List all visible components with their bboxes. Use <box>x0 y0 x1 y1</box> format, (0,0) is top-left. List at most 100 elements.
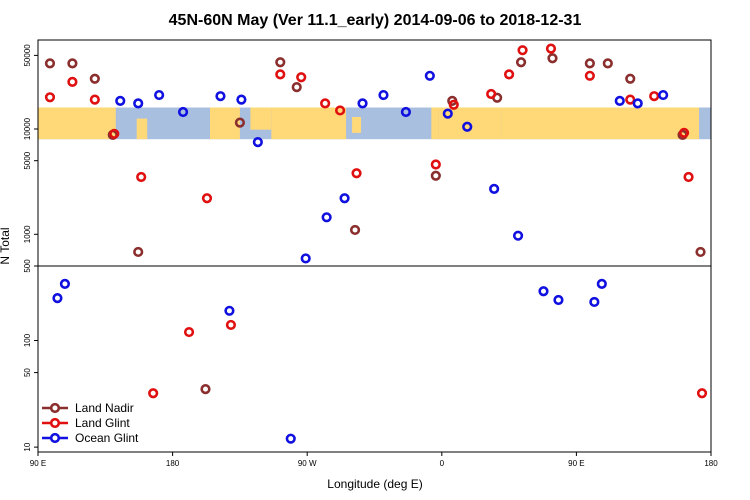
land-nadir-point <box>200 384 211 395</box>
legend-marker-land-nadir <box>49 402 61 414</box>
land-glint-point <box>678 127 690 138</box>
land-nadir-point <box>44 58 56 69</box>
land-glint-point <box>148 388 159 399</box>
chart-title: 45N-60N May (Ver 11.1_early) 2014-09-06 … <box>169 12 582 29</box>
land-glint-point <box>351 168 362 179</box>
land-mass <box>250 107 272 130</box>
land-nadir-point <box>547 53 558 64</box>
land-nadir-point <box>275 57 286 68</box>
x-tick-label: 90 E <box>568 459 584 468</box>
land-mass <box>136 118 148 140</box>
land-glint-point <box>448 99 459 110</box>
legend-marker-land-glint <box>49 417 61 429</box>
y-tick-label: 10 <box>23 442 32 451</box>
ocean-glint-point <box>462 121 473 132</box>
land-glint-point <box>44 92 56 103</box>
x-tick-label: 180 <box>166 459 180 468</box>
x-tick-label: 90 E <box>30 459 46 468</box>
ocean-glint-point <box>133 98 144 109</box>
ocean-glint-point <box>236 94 247 105</box>
land-glint-point <box>89 94 100 105</box>
land-nadir-point <box>291 81 302 93</box>
land-glint-point <box>225 319 237 331</box>
land-glint-point <box>517 45 528 56</box>
land-glint-point <box>335 105 346 116</box>
ocean-glint-point <box>52 292 63 304</box>
land-mass <box>352 117 362 133</box>
land-glint-point <box>696 388 708 399</box>
ocean-glint-point <box>512 230 524 241</box>
ocean-glint-point <box>115 95 126 106</box>
land-nadir-point <box>67 58 78 69</box>
land-mass <box>501 107 700 140</box>
land-glint-point <box>183 326 195 338</box>
ocean-glint-point <box>489 183 500 194</box>
ocean-glint-point <box>553 294 564 306</box>
land-mass <box>38 107 116 140</box>
land-glint-point <box>136 171 147 183</box>
ocean-glint-point <box>59 278 71 289</box>
land-nadir-point <box>234 117 245 128</box>
land-glint-point <box>504 69 515 80</box>
plot-frame <box>37 39 712 453</box>
land-glint-point <box>275 69 286 80</box>
ocean-glint-point <box>614 95 625 106</box>
land-mass <box>271 107 347 140</box>
y-tick-label: 10000 <box>23 117 32 140</box>
world-map-band <box>38 107 711 140</box>
x-tick-label: 90 W <box>298 459 317 468</box>
land-nadir-point <box>515 57 527 68</box>
land-glint-point <box>625 94 636 105</box>
y-tick-label: 100 <box>23 333 32 347</box>
ocean-glint-point <box>632 98 643 109</box>
land-glint-point <box>486 88 497 100</box>
land-glint-point <box>545 43 557 54</box>
land-nadir-point <box>584 58 595 69</box>
y-axis-label: N Total <box>0 227 12 264</box>
land-glint-point <box>67 76 78 88</box>
ocean-glint-point <box>252 137 263 148</box>
legend-label-land-nadir: Land Nadir <box>75 401 134 415</box>
ocean-glint-point <box>154 89 165 101</box>
ocean-glint-point <box>177 106 189 118</box>
legend-marker-ocean-glint <box>49 432 61 444</box>
land-mass <box>431 107 439 140</box>
x-tick-label: 0 <box>440 459 445 468</box>
land-nadir-point <box>89 73 100 84</box>
land-glint-point <box>584 70 595 81</box>
ocean-glint-point <box>589 296 600 308</box>
land-glint-point <box>430 159 441 170</box>
land-glint-point <box>320 98 331 109</box>
land-nadir-point <box>625 73 636 84</box>
y-tick-label: 50000 <box>23 44 32 67</box>
plot-border <box>37 39 712 453</box>
ocean-glint-point <box>285 433 296 444</box>
land-nadir-point <box>349 224 361 236</box>
land-nadir-point <box>695 246 706 258</box>
ocean-glint-point <box>378 89 389 101</box>
y-tick-label: 50 <box>23 368 32 377</box>
y-tick-label: 500 <box>23 259 32 273</box>
land-glint-point <box>201 193 213 204</box>
land-glint-point <box>109 128 120 139</box>
x-tick-label: 180 <box>704 459 718 468</box>
y-axis: 50000 10000 5000 1000 500 100 50 10 <box>23 44 38 452</box>
land-glint-point <box>649 91 660 102</box>
land-nadir-point <box>133 246 144 258</box>
x-axis-label: Longitude (deg E) <box>327 477 422 491</box>
ocean-glint-point <box>424 70 435 81</box>
y-tick-label: 1000 <box>23 225 32 243</box>
ocean-glint-point <box>300 253 311 264</box>
y-tick-label: 5000 <box>23 151 32 169</box>
land-nadir-point <box>430 170 441 181</box>
legend-label-land-glint: Land Glint <box>75 416 130 430</box>
ocean-glint-point <box>442 108 453 119</box>
ocean-glint-point <box>658 89 669 101</box>
ocean-glint-point <box>224 305 235 316</box>
x-axis: 90 E 180 90 W 0 90 E 180 <box>30 452 718 468</box>
ocean-glint-point <box>215 91 226 102</box>
ocean-glint-point <box>596 278 607 289</box>
data-points <box>44 43 708 444</box>
